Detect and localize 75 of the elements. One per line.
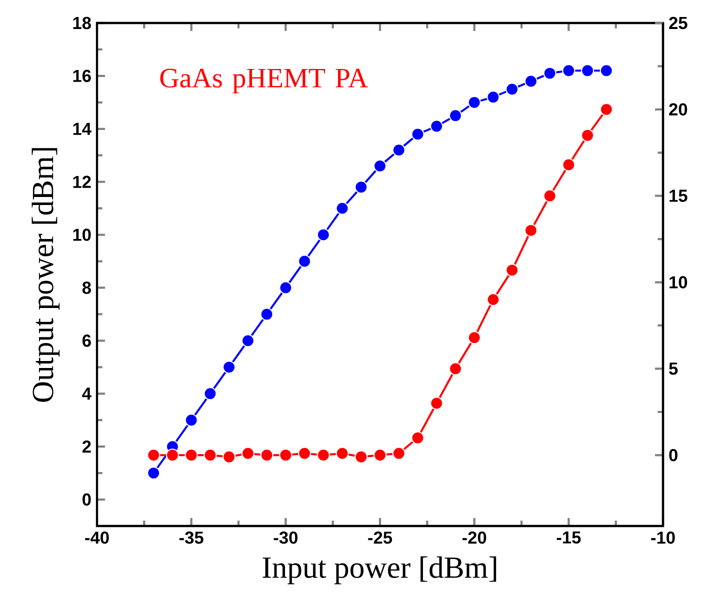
x-tick-label: -25 [368, 532, 392, 544]
point [184, 414, 198, 427]
point [354, 450, 368, 464]
point [600, 64, 613, 78]
point [600, 102, 613, 116]
point [524, 224, 538, 237]
point [316, 448, 330, 462]
point [204, 387, 217, 400]
point [279, 448, 292, 462]
point [448, 362, 462, 376]
point [392, 144, 406, 157]
y-tick-label: 10 [73, 228, 91, 241]
point [562, 64, 576, 78]
point [222, 450, 236, 464]
point [166, 448, 180, 462]
point [430, 120, 444, 133]
y2-tick-label: 25 [669, 16, 688, 30]
y-tick-label: 12 [73, 176, 91, 188]
point [543, 66, 556, 80]
point [260, 308, 274, 321]
point [543, 189, 556, 202]
point [298, 254, 312, 268]
point [298, 446, 312, 460]
point [147, 448, 160, 462]
y-tick-label: 6 [82, 334, 91, 347]
point [411, 431, 424, 444]
point [204, 448, 217, 462]
y-tick-label: 2 [82, 440, 91, 453]
y-tick-label: 16 [73, 70, 91, 82]
point [222, 360, 236, 374]
y2-tick-label: 0 [669, 448, 678, 462]
point [336, 202, 349, 215]
x-axis-title: Input power [dBm] [262, 556, 496, 584]
point [468, 331, 481, 344]
point [448, 109, 462, 122]
y2-tick-label: 10 [670, 276, 688, 288]
point [486, 293, 500, 306]
y-tick-label: 0 [82, 493, 91, 506]
point [241, 334, 254, 348]
point [392, 446, 406, 460]
point [316, 228, 330, 242]
y2-tick-label: 20 [669, 103, 688, 116]
point [354, 180, 368, 194]
y-axis-title: Output power [dBm] [32, 148, 60, 402]
point [147, 466, 160, 480]
point [373, 448, 387, 462]
point [373, 159, 387, 172]
point [260, 448, 274, 462]
point [184, 448, 198, 462]
point [486, 90, 500, 104]
point [468, 96, 481, 109]
x-tick-label: -40 [85, 532, 109, 544]
y-tick-label: 18 [73, 16, 91, 30]
y-tick-label: 4 [82, 388, 92, 400]
point [562, 158, 576, 172]
point [279, 281, 292, 294]
x-tick-label: -15 [556, 532, 581, 544]
point [336, 446, 349, 460]
annotation: GaAs pHEMT PA [160, 68, 368, 94]
point [581, 128, 594, 142]
point [581, 64, 594, 78]
y-tick-label: 8 [82, 282, 91, 294]
point [506, 82, 519, 96]
point [506, 264, 519, 277]
point [430, 396, 444, 410]
x-tick-label: -20 [462, 532, 486, 544]
y-tick-label: 14 [73, 122, 92, 135]
x-tick-label: -35 [179, 532, 204, 544]
point [241, 446, 254, 460]
x-tick-label: -10 [651, 532, 675, 544]
x-tick-label: -30 [274, 532, 298, 544]
point [411, 128, 424, 141]
point [524, 74, 538, 88]
y2-tick-label: 15 [670, 190, 688, 202]
y2-tick-label: 5 [669, 362, 678, 375]
